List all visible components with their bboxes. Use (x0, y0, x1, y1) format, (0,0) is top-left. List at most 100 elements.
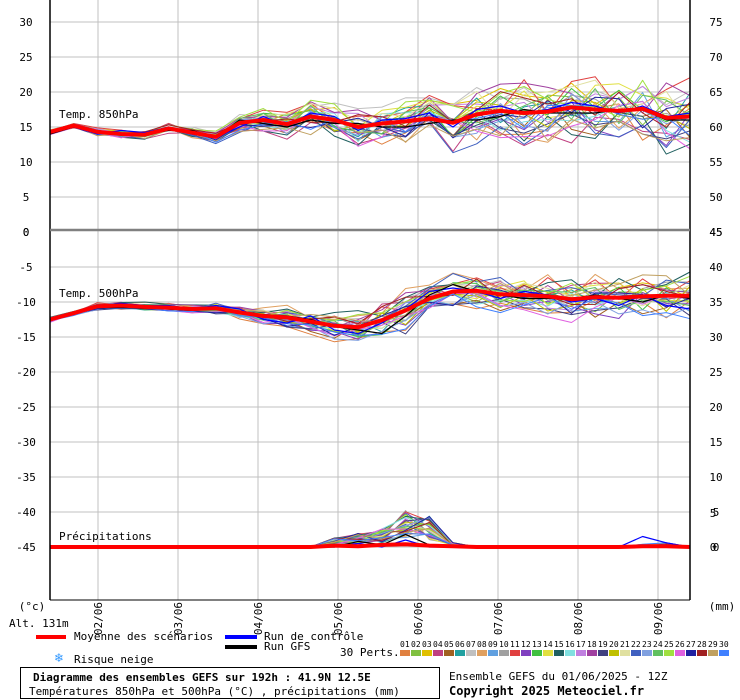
pert-swatch (576, 650, 586, 656)
y3-tick-label: 5 (710, 507, 717, 520)
pert-number: 17 (576, 640, 586, 649)
legend-mean-swatch (36, 635, 66, 639)
x-tick-label: 03/06 (172, 602, 185, 635)
pert-number: 04 (433, 640, 443, 649)
pert-swatch (411, 650, 421, 656)
pert-number: 20 (609, 640, 619, 649)
pert-swatch (499, 650, 509, 656)
y-tick-label: 0 (23, 226, 30, 239)
x-tick-label: 07/06 (492, 602, 505, 635)
y-tick-label: 20 (19, 86, 32, 99)
pert-swatch (400, 650, 410, 656)
y-tick-label: -45 (16, 541, 36, 554)
y-tick-label: 15 (19, 121, 32, 134)
pert-swatch (642, 650, 652, 656)
y-tick-label: 0 (23, 226, 30, 239)
y2-tick-label: 75 (709, 16, 722, 29)
left-unit-label: (°c) (19, 600, 46, 613)
pert-swatch (532, 650, 542, 656)
x-tick-label: 04/06 (252, 602, 265, 635)
pert-number: 24 (653, 640, 663, 649)
pert-swatch (719, 650, 729, 656)
y3-tick-label: 0 (710, 541, 717, 554)
copyright-label: Copyright 2025 Meteociel.fr (449, 684, 645, 698)
pert-swatch (587, 650, 597, 656)
y-tick-label: -30 (16, 436, 36, 449)
y2-tick-label: 65 (709, 86, 722, 99)
pert-number: 09 (488, 640, 498, 649)
y2-tick-label: 40 (709, 261, 722, 274)
pert-swatch (422, 650, 432, 656)
x-tick-label: 08/06 (572, 602, 585, 635)
y2-tick-label: 10 (709, 471, 722, 484)
pert-number: 01 (400, 640, 410, 649)
pert-swatch (477, 650, 487, 656)
chart-title: Diagramme des ensembles GEFS sur 192h : … (33, 671, 371, 684)
x-tick-label: 09/06 (652, 602, 665, 635)
member-line (49, 286, 691, 338)
member-line (49, 110, 691, 143)
pert-number: 13 (532, 640, 542, 649)
pert-number: 28 (697, 640, 707, 649)
pert-number: 16 (565, 640, 575, 649)
panel-label-850: Temp. 850hPa (59, 108, 138, 121)
y2-tick-label: 20 (709, 401, 722, 414)
pert-number: 19 (598, 640, 608, 649)
y2-tick-label: 50 (709, 191, 722, 204)
pert-number: 15 (554, 640, 564, 649)
pert-swatch (543, 650, 553, 656)
pert-swatch (675, 650, 685, 656)
y2-tick-label: 0 (713, 541, 720, 554)
pert-swatch (488, 650, 498, 656)
pert-swatch (565, 650, 575, 656)
title-box: Diagramme des ensembles GEFS sur 192h : … (20, 667, 440, 699)
x-tick-label: 02/06 (92, 602, 105, 635)
run-label: Ensemble GEFS du 01/06/2025 - 12Z (449, 670, 668, 683)
pert-swatch (708, 650, 718, 656)
altitude-label: Alt. 131m (9, 617, 69, 630)
mean-line (49, 105, 691, 139)
pert-number: 03 (422, 640, 432, 649)
pert-swatch (466, 650, 476, 656)
pert-number: 06 (455, 640, 465, 649)
legend-control-label: Run de contrôle (264, 630, 364, 643)
pert-swatch (664, 650, 674, 656)
y-tick-label: -20 (16, 366, 36, 379)
legend-snow-label: Risque neige (74, 653, 154, 666)
chart-subtitle: Températures 850hPa et 500hPa (°C) , pré… (29, 685, 400, 698)
y-tick-label: -10 (16, 296, 36, 309)
pert-swatch (631, 650, 641, 656)
pert-swatch (620, 650, 630, 656)
pert-number: 12 (521, 640, 531, 649)
y-tick-label: 5 (23, 191, 30, 204)
y2-tick-label: 60 (709, 121, 722, 134)
pert-swatch (598, 650, 608, 656)
panel-label-500: Temp. 500hPa (59, 287, 138, 300)
legend-gfs-swatch (225, 645, 257, 649)
member-line (49, 116, 691, 152)
legend-mean-label: Moyenne des scénarios (74, 630, 214, 643)
y2-tick-label: 15 (709, 436, 722, 449)
y2-tick-label: 25 (709, 366, 722, 379)
y-tick-label: -5 (19, 261, 32, 274)
pert-swatch (444, 650, 454, 656)
pert-number: 05 (444, 640, 454, 649)
pert-swatch (697, 650, 707, 656)
pert-number: 29 (708, 640, 718, 649)
legend-gfs-label: Run GFS (264, 640, 311, 653)
x-tick-label: 05/06 (332, 602, 345, 635)
pert-number: 23 (642, 640, 652, 649)
pert-number: 07 (466, 640, 476, 649)
y-tick-label: -25 (16, 401, 36, 414)
pert-swatch (510, 650, 520, 656)
pert-number: 10 (499, 640, 509, 649)
y-tick-label: -15 (16, 331, 36, 344)
pert-number: 27 (686, 640, 696, 649)
pert-number: 14 (543, 640, 553, 649)
legend-perts-label: 30 Perts. (340, 646, 400, 659)
y2-tick-label: 30 (709, 331, 722, 344)
pert-number: 22 (631, 640, 641, 649)
mean-line (49, 288, 690, 330)
y2-tick-label: 45 (709, 226, 722, 239)
